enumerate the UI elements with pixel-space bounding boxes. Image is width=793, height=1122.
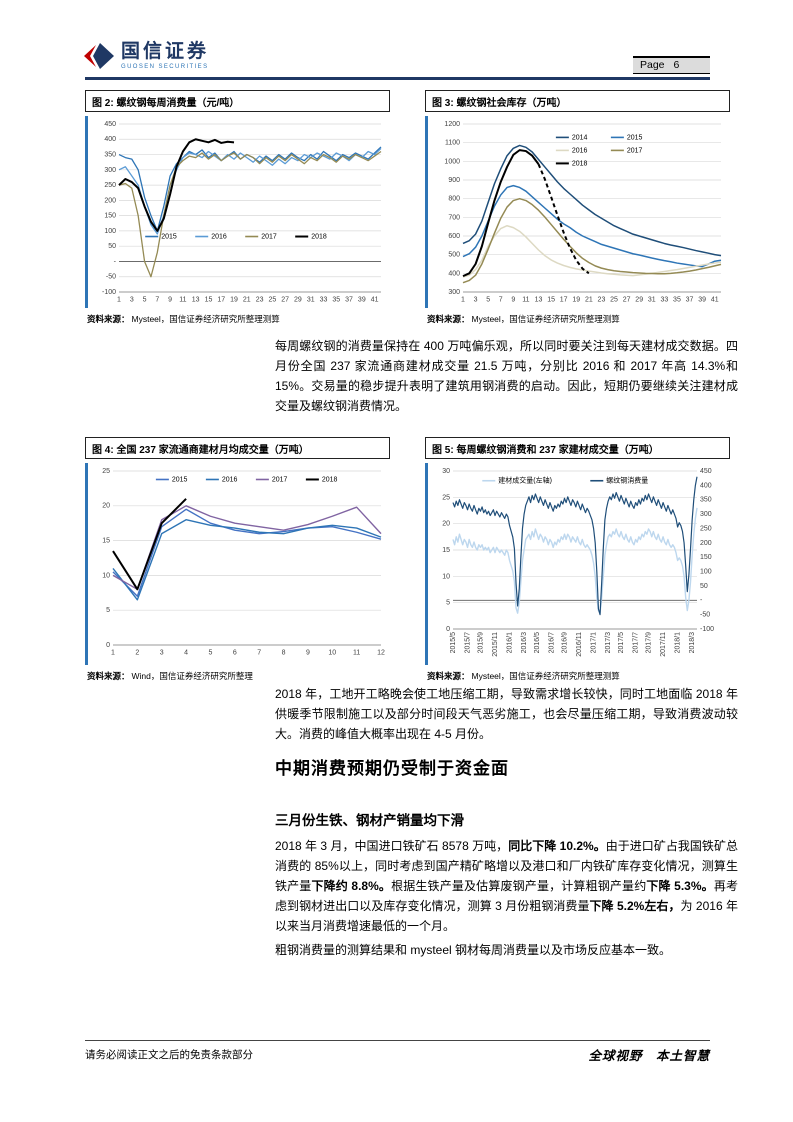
figure-3-chart <box>429 118 729 308</box>
source-text: Mysteel，国信证券经济研究所整理测算 <box>471 671 620 681</box>
figure-4-title: 图 4: 全国 237 家流通商建材月均成交量（万吨） <box>85 437 390 459</box>
source-label: 资料来源： <box>427 671 470 681</box>
header-rule <box>85 77 710 80</box>
figure-3: 图 3: 螺纹钢社会库存（万吨） 资料来源： Mysteel，国信证券经济研究所整… <box>425 90 730 325</box>
figure-2-chart <box>89 118 389 308</box>
figure-5-chart-area <box>425 463 730 665</box>
subsection-title: 三月份生铁、钢材产销量均下滑 <box>275 813 464 828</box>
paragraph-2: 2018 年，工地开工略晚会使工地压缩工期，导致需求增长较快，同时工地面临 20… <box>275 687 738 741</box>
footer-slogan: 全球视野 本土智慧 <box>588 1049 710 1063</box>
figure-2-chart-area <box>85 116 390 308</box>
figure-5-source: 资料来源： Mysteel，国信证券经济研究所整理测算 <box>425 670 730 682</box>
logo-subtext: GUOSEN SECURITIES <box>121 64 209 70</box>
page-number: 6 <box>673 59 680 71</box>
footer-disclaimer: 请务必阅读正文之后的免责条款部分 <box>85 1050 253 1061</box>
figure-4-chart-area <box>85 463 390 665</box>
figure-5-chart <box>429 465 729 665</box>
source-text: Wind，国信证券经济研究所整理 <box>131 671 253 681</box>
figure-2-title: 图 2: 螺纹钢每周消费量（元/吨） <box>85 90 390 112</box>
figure-5: 图 5: 每周螺纹钢消费和 237 家建材成交量（万吨） 资料来源： Mystee… <box>425 437 730 682</box>
source-text: Mysteel，国信证券经济研究所整理测算 <box>131 314 280 324</box>
paragraph-3: 2018 年 3 月，中国进口铁矿石 8578 万吨，同比下降 10.2%。由于… <box>275 839 738 933</box>
paragraph-1: 每周螺纹钢的消费量保持在 400 万吨偏乐观，所以同时要关注到每天建材成交数据。… <box>275 339 738 413</box>
source-label: 资料来源： <box>427 314 470 324</box>
figure-3-source: 资料来源： Mysteel，国信证券经济研究所整理测算 <box>425 313 730 325</box>
figure-4-source: 资料来源： Wind，国信证券经济研究所整理 <box>85 670 390 682</box>
company-logo: 国信证券 GUOSEN SECURITIES <box>84 42 209 70</box>
source-label: 资料来源： <box>87 671 130 681</box>
logo-icon <box>84 43 114 69</box>
figure-2-source: 资料来源： Mysteel，国信证券经济研究所整理测算 <box>85 313 390 325</box>
source-text: Mysteel，国信证券经济研究所整理测算 <box>471 314 620 324</box>
figure-4: 图 4: 全国 237 家流通商建材月均成交量（万吨） 资料来源： Wind，国信… <box>85 437 390 682</box>
page-label: Page <box>640 59 665 71</box>
source-label: 资料来源： <box>87 314 130 324</box>
figure-5-title: 图 5: 每周螺纹钢消费和 237 家建材成交量（万吨） <box>425 437 730 459</box>
section-title: 中期消费预期仍受制于资金面 <box>275 759 509 778</box>
footer-rule <box>85 1040 710 1041</box>
figure-4-chart <box>89 465 389 665</box>
figure-2: 图 2: 螺纹钢每周消费量（元/吨） 资料来源： Mysteel，国信证券经济研究… <box>85 90 390 325</box>
figure-3-chart-area <box>425 116 730 308</box>
figure-3-title: 图 3: 螺纹钢社会库存（万吨） <box>425 90 730 112</box>
paragraph-4: 粗钢消费量的测算结果和 mysteel 钢材每周消费量以及市场反应基本一致。 <box>275 943 672 957</box>
page-number-box: Page 6 <box>633 56 710 74</box>
logo-text: 国信证券 <box>121 41 210 62</box>
logo-text-block: 国信证券 GUOSEN SECURITIES <box>121 42 209 70</box>
